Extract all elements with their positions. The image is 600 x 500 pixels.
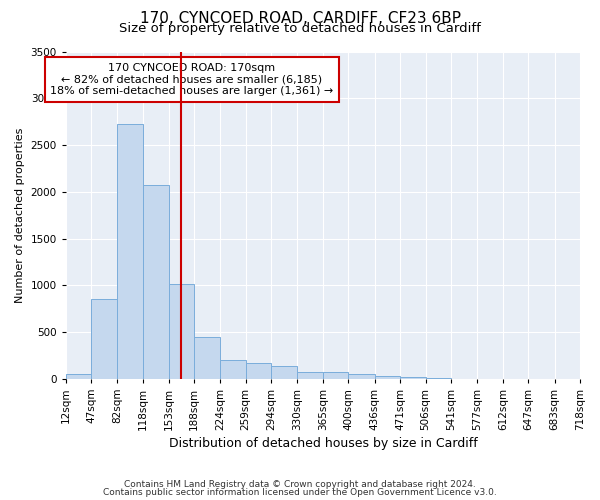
Bar — [143, 185, 169, 379]
Bar — [271, 366, 298, 379]
Bar — [66, 374, 91, 379]
Bar — [323, 372, 349, 379]
Bar — [400, 377, 425, 379]
X-axis label: Distribution of detached houses by size in Cardiff: Distribution of detached houses by size … — [169, 437, 477, 450]
Bar — [349, 374, 374, 379]
Text: 170 CYNCOED ROAD: 170sqm
← 82% of detached houses are smaller (6,185)
18% of sem: 170 CYNCOED ROAD: 170sqm ← 82% of detach… — [50, 63, 334, 96]
Bar — [246, 362, 271, 379]
Bar — [117, 124, 143, 379]
Text: 170, CYNCOED ROAD, CARDIFF, CF23 6BP: 170, CYNCOED ROAD, CARDIFF, CF23 6BP — [139, 11, 461, 26]
Bar — [194, 337, 220, 379]
Text: Size of property relative to detached houses in Cardiff: Size of property relative to detached ho… — [119, 22, 481, 35]
Text: Contains HM Land Registry data © Crown copyright and database right 2024.: Contains HM Land Registry data © Crown c… — [124, 480, 476, 489]
Bar — [169, 284, 194, 379]
Bar — [220, 360, 246, 379]
Bar — [91, 300, 117, 379]
Bar — [374, 376, 400, 379]
Bar — [298, 372, 323, 379]
Y-axis label: Number of detached properties: Number of detached properties — [15, 128, 25, 303]
Text: Contains public sector information licensed under the Open Government Licence v3: Contains public sector information licen… — [103, 488, 497, 497]
